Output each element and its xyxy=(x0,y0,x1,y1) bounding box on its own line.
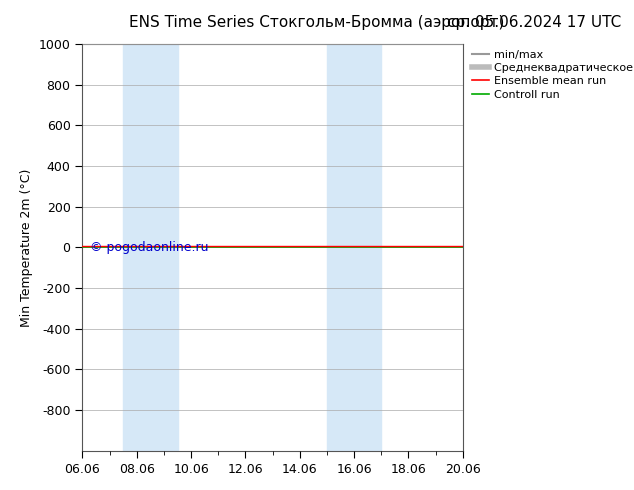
Text: ср. 05.06.2024 17 UTC: ср. 05.06.2024 17 UTC xyxy=(447,15,621,30)
Bar xyxy=(123,44,178,451)
Legend: min/max, Среднеквадратическое отклонение, Ensemble mean run, Controll run: min/max, Среднеквадратическое отклонение… xyxy=(472,49,634,99)
Text: © pogodaonline.ru: © pogodaonline.ru xyxy=(90,241,209,254)
Bar xyxy=(327,44,381,451)
Text: ENS Time Series Стокгольм-Бромма (аэропорт): ENS Time Series Стокгольм-Бромма (аэропо… xyxy=(129,15,505,30)
Y-axis label: Min Temperature 2m (°C): Min Temperature 2m (°C) xyxy=(20,168,33,327)
